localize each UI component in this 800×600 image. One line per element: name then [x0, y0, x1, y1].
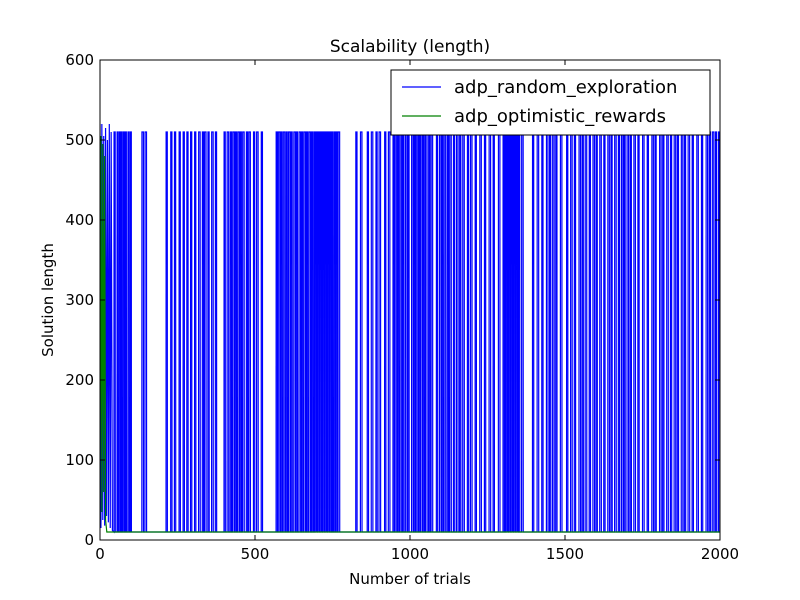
y-tick-label: 300: [65, 291, 94, 309]
x-tick-label: 2000: [701, 545, 739, 563]
y-axis-label: Solution length: [39, 243, 57, 357]
x-tick-label: 1000: [391, 545, 429, 563]
x-axis-label: Number of trials: [349, 570, 471, 588]
ticks-layer: 0 500 1000 1500 2000 0 100 200 300 400 500 600: [65, 51, 739, 563]
legend-label-series-2: adp_optimistic_rewards: [454, 106, 666, 127]
x-tick-label: 500: [241, 545, 270, 563]
y-tick-label: 600: [65, 51, 94, 69]
series-line-2: [100, 135, 720, 533]
x-tick-label: 0: [95, 545, 105, 563]
y-tick-label: 200: [65, 371, 94, 389]
legend: adp_random_exploration adp_optimistic_re…: [390, 69, 711, 136]
legend-box: [390, 69, 711, 136]
y-tick-label: 500: [65, 131, 94, 149]
chart-title: Scalability (length): [330, 37, 490, 57]
legend-label-series-1: adp_random_exploration: [454, 77, 677, 98]
y-tick-label: 0: [84, 531, 94, 549]
y-tick-label: 400: [65, 211, 94, 229]
x-tick-label: 1500: [546, 545, 584, 563]
y-tick-label: 100: [65, 451, 94, 469]
